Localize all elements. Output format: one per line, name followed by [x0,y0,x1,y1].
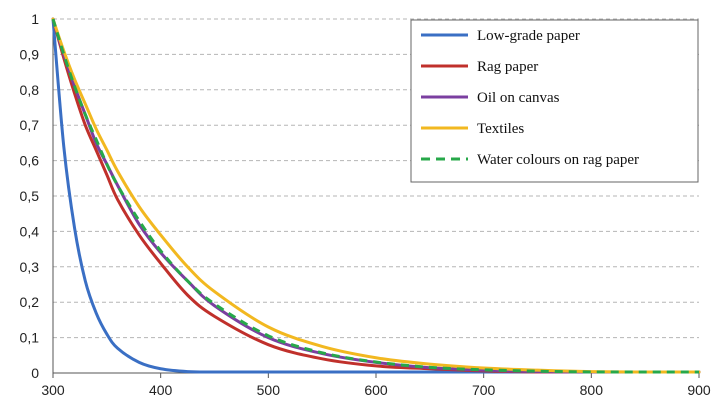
y-tick-label: 0 [31,365,39,381]
legend: Low-grade paper Rag paper Oil on canvas Tex… [410,19,699,183]
x-tick-label: 700 [472,382,496,398]
x-tick-label: 800 [580,382,604,398]
y-tick-label: 0,7 [20,117,40,133]
y-tick-label: 0,8 [20,82,40,98]
series-lines [51,17,701,374]
x-tick-label: 600 [364,382,388,398]
y-tick-label: 0,1 [20,330,40,346]
gridlines [53,18,699,339]
x-tick-label: 900 [687,382,711,398]
series-line-water-colours-on-rag-paper [51,18,699,374]
y-tick-label: 0,4 [20,223,40,239]
legend-label: Water colours on rag paper [477,152,639,168]
legend-label: Oil on canvas [477,90,560,106]
x-tick-label: 400 [149,382,173,398]
y-tick-label: 0,5 [20,188,40,204]
x-tick-label: 500 [257,382,281,398]
y-axis-tick-labels: 0 0,1 0,2 0,3 0,4 0,5 0,6 0,7 0,8 0,9 1 [20,11,40,381]
y-tick-label: 0,6 [20,153,40,169]
legend-label: Low-grade paper [477,28,580,44]
legend-box [410,19,699,183]
y-tick-label: 0,3 [20,259,40,275]
legend-label: Rag paper [477,59,538,75]
y-tick-label: 1 [31,11,39,27]
x-axis-tick-labels: 300 400 500 600 700 800 900 [41,382,711,398]
y-tick-label: 0,9 [20,46,40,62]
y-tick-label: 0,2 [20,294,40,310]
legend-label: Textiles [477,121,524,137]
x-tick-label: 300 [41,382,65,398]
